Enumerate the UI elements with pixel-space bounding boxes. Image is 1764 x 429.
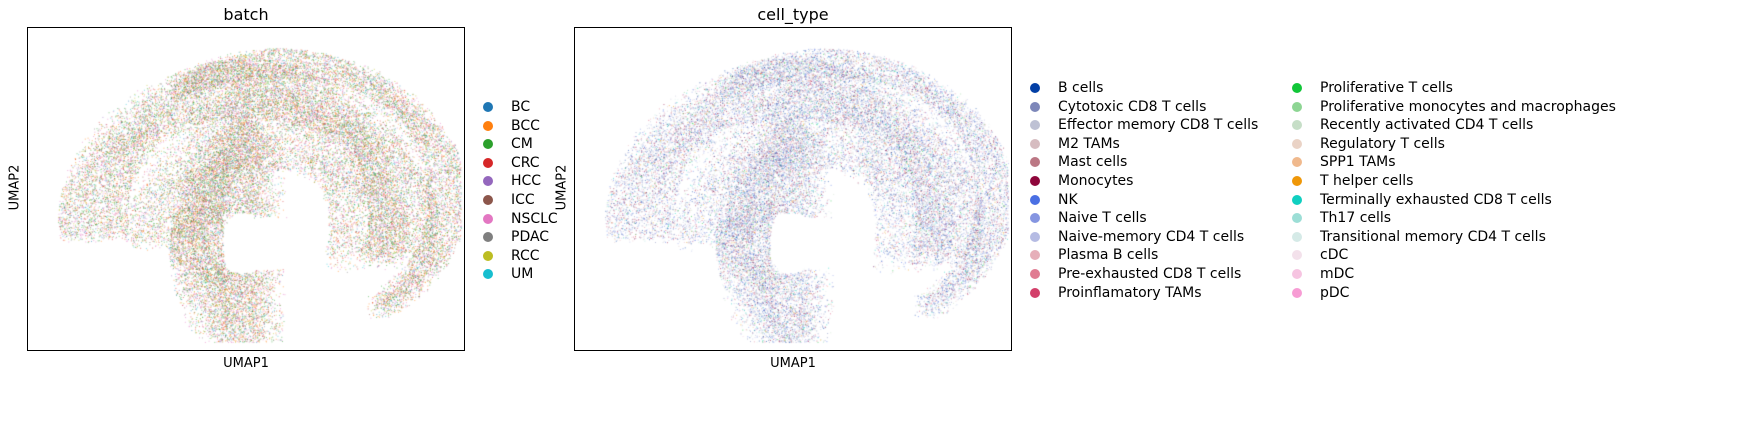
legend-label: M2 TAMs — [1058, 135, 1120, 152]
legend-label: Monocytes — [1058, 173, 1134, 189]
legend-marker — [1292, 176, 1302, 186]
cell-type-scatter-points — [575, 28, 1011, 350]
legend-marker — [1292, 287, 1302, 298]
legend-marker — [1030, 250, 1040, 261]
legend-marker — [483, 102, 493, 112]
legend-marker — [1292, 213, 1302, 224]
legend-marker — [1292, 269, 1302, 279]
legend-marker — [483, 269, 493, 280]
batch-scatter-points — [28, 28, 464, 350]
legend-marker — [483, 139, 493, 150]
legend-marker — [1030, 120, 1040, 131]
legend-label: Proinflamatory TAMs — [1058, 284, 1202, 301]
legend-label: B cells — [1058, 80, 1104, 96]
legend-label: Cytotoxic CD8 T cells — [1058, 98, 1207, 115]
legend-marker — [1030, 101, 1040, 112]
legend-label: NSCLC — [511, 210, 558, 227]
cell-type-y-axis-label: UMAP2 — [554, 164, 570, 211]
cell-type-plot-title: cell_type — [757, 5, 829, 24]
legend-marker — [1030, 157, 1040, 168]
legend-label: Regulatory T cells — [1320, 135, 1445, 152]
batch-x-axis-label: UMAP1 — [223, 356, 269, 371]
legend-label: Transitional memory CD4 T cells — [1320, 228, 1546, 245]
legend-label: ICC — [511, 192, 535, 208]
legend-marker — [483, 120, 493, 131]
legend-label: cDC — [1320, 247, 1349, 264]
legend-label: mDC — [1320, 266, 1355, 282]
legend-marker — [1030, 194, 1040, 205]
legend-marker — [1292, 83, 1302, 93]
legend-label: CM — [511, 136, 533, 153]
legend-marker — [483, 176, 493, 187]
batch-legend: BC BCC CM CRC HCC ICC NSCLC PDAC RCC UM — [483, 97, 573, 287]
legend-marker — [1292, 250, 1302, 261]
cell-type-legend: B cells Cytotoxic CD8 T cells Effector mem… — [1030, 78, 1760, 308]
cell-type-x-axis-label: UMAP1 — [770, 356, 816, 371]
legend-label: SPP1 TAMs — [1320, 154, 1396, 171]
batch-plot-title: batch — [223, 5, 269, 24]
legend-marker — [1292, 194, 1302, 205]
legend-label: Pre-exhausted CD8 T cells — [1058, 266, 1242, 282]
legend-marker — [1030, 176, 1040, 186]
legend-marker — [483, 195, 493, 205]
legend-label: Plasma B cells — [1058, 247, 1159, 264]
legend-label: Mast cells — [1058, 154, 1128, 171]
legend-label: Effector memory CD8 T cells — [1058, 117, 1259, 134]
legend-marker — [483, 232, 493, 243]
legend-marker — [1292, 138, 1302, 149]
legend-label: T helper cells — [1320, 173, 1414, 189]
legend-label: Recently activated CD4 T cells — [1320, 117, 1534, 134]
legend-label: CRC — [511, 154, 540, 171]
legend-label: BCC — [511, 117, 540, 134]
legend-marker — [1030, 287, 1040, 298]
legend-label: NK — [1058, 191, 1078, 208]
legend-label: Proliferative T cells — [1320, 80, 1453, 96]
legend-marker — [1292, 231, 1302, 242]
legend-label: PDAC — [511, 229, 550, 246]
legend-marker — [1292, 101, 1302, 112]
legend-marker — [1292, 120, 1302, 131]
legend-marker — [1030, 138, 1040, 149]
legend-label: pDC — [1320, 284, 1350, 301]
legend-marker — [1292, 157, 1302, 168]
legend-marker — [483, 213, 493, 224]
legend-label: Naive-memory CD4 T cells — [1058, 228, 1245, 245]
legend-label: HCC — [511, 173, 542, 190]
legend-label: Th17 cells — [1320, 210, 1392, 227]
batch-y-axis-label: UMAP2 — [7, 164, 23, 211]
legend-label: UM — [511, 266, 534, 283]
legend-marker — [1030, 213, 1040, 224]
legend-label: Naive T cells — [1058, 210, 1147, 227]
legend-marker — [483, 157, 493, 168]
batch-umap-plot[interactable] — [27, 27, 465, 351]
legend-marker — [1030, 83, 1040, 93]
legend-marker — [1030, 231, 1040, 242]
legend-marker — [1030, 269, 1040, 279]
legend-label: BC — [511, 99, 531, 115]
legend-label: RCC — [511, 247, 540, 264]
legend-label: Proliferative monocytes and macrophages — [1320, 98, 1616, 115]
legend-label: Terminally exhausted CD8 T cells — [1320, 191, 1552, 208]
legend-marker — [483, 250, 493, 261]
cell-type-umap-plot[interactable] — [574, 27, 1012, 351]
